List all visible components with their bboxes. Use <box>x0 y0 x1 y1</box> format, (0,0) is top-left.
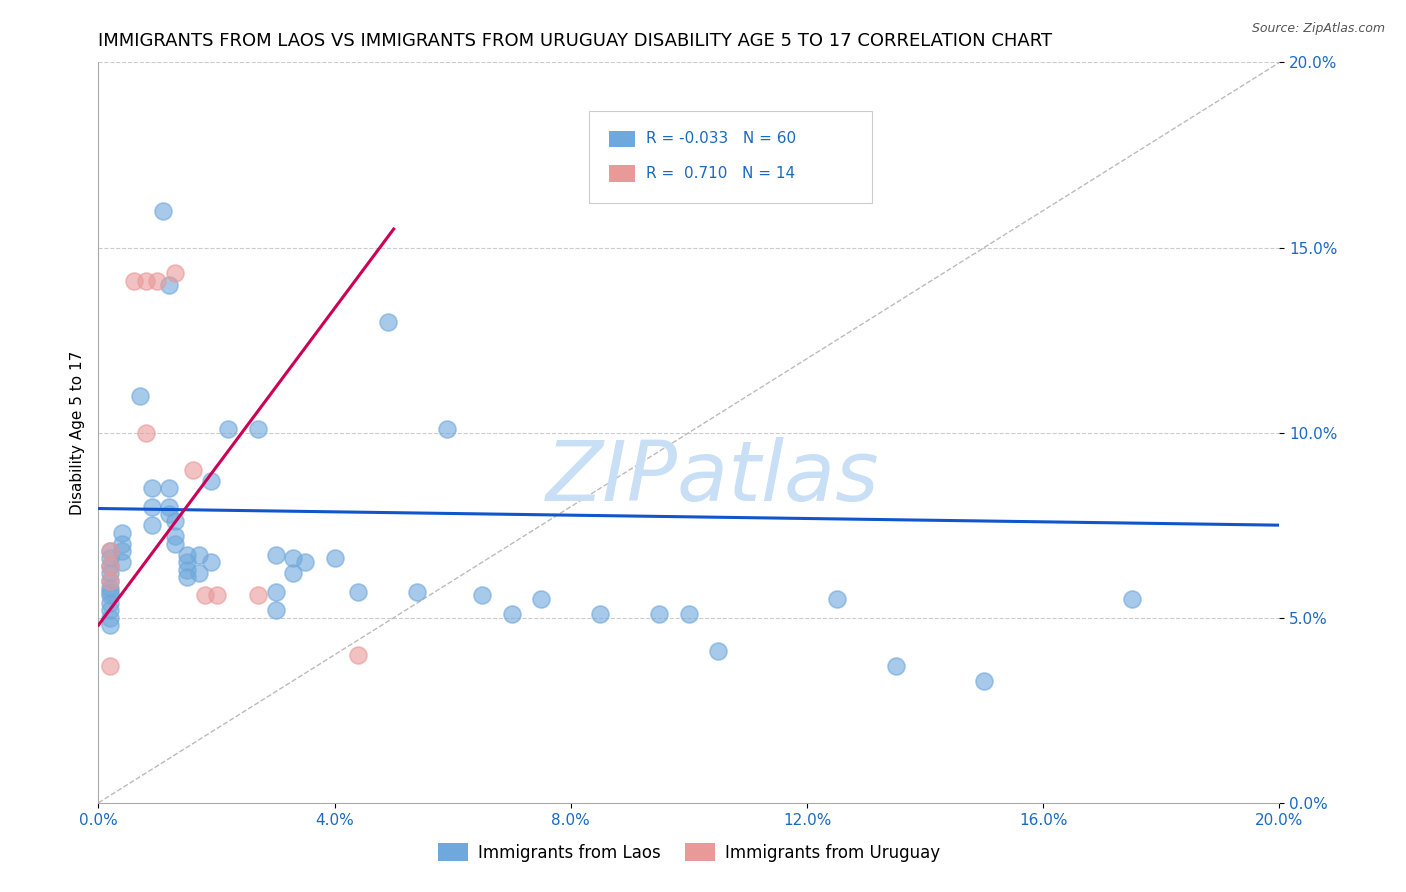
Point <box>264 603 287 617</box>
Point <box>141 518 163 533</box>
Point <box>176 570 198 584</box>
Point <box>98 551 121 566</box>
Point <box>246 589 269 603</box>
Point <box>283 551 305 566</box>
Point <box>181 462 204 476</box>
Point <box>200 474 222 488</box>
Point <box>707 644 730 658</box>
Point <box>157 481 180 495</box>
Point <box>165 536 187 550</box>
Point <box>98 584 121 599</box>
Point <box>205 589 228 603</box>
Point <box>98 603 121 617</box>
Point <box>283 566 305 581</box>
Point <box>135 425 157 440</box>
Point <box>157 277 180 292</box>
Text: IMMIGRANTS FROM LAOS VS IMMIGRANTS FROM URUGUAY DISABILITY AGE 5 TO 17 CORRELATI: IMMIGRANTS FROM LAOS VS IMMIGRANTS FROM … <box>98 32 1053 50</box>
Point <box>323 551 346 566</box>
Point <box>264 584 287 599</box>
Point <box>98 574 121 588</box>
Point <box>111 555 134 569</box>
Point <box>406 584 429 599</box>
Point <box>501 607 523 621</box>
Text: ZIPatlas: ZIPatlas <box>546 436 879 517</box>
FancyBboxPatch shape <box>589 111 872 203</box>
Point <box>294 555 316 569</box>
Text: R = -0.033   N = 60: R = -0.033 N = 60 <box>647 131 797 146</box>
Point <box>530 592 553 607</box>
Point <box>98 596 121 610</box>
Point <box>122 274 145 288</box>
Point <box>194 589 217 603</box>
Point <box>264 548 287 562</box>
Point <box>157 507 180 521</box>
Point <box>146 274 169 288</box>
Point <box>98 574 121 588</box>
Point <box>187 566 209 581</box>
Point <box>111 525 134 540</box>
Text: Source: ZipAtlas.com: Source: ZipAtlas.com <box>1251 22 1385 36</box>
Point <box>187 548 209 562</box>
Point <box>98 544 121 558</box>
Point <box>141 481 163 495</box>
Point <box>98 558 121 573</box>
Point <box>471 589 494 603</box>
Point <box>1121 592 1143 607</box>
Point <box>165 529 187 543</box>
Point <box>128 388 150 402</box>
Point <box>200 555 222 569</box>
Point <box>141 500 163 514</box>
Point <box>98 589 121 603</box>
Point <box>98 558 121 573</box>
Point <box>176 563 198 577</box>
Point <box>98 566 121 581</box>
Point <box>347 648 370 662</box>
Point <box>111 544 134 558</box>
Point <box>825 592 848 607</box>
Text: R =  0.710   N = 14: R = 0.710 N = 14 <box>647 166 796 181</box>
Point <box>589 607 612 621</box>
Legend: Immigrants from Laos, Immigrants from Uruguay: Immigrants from Laos, Immigrants from Ur… <box>430 837 948 869</box>
Point <box>217 422 239 436</box>
Point <box>678 607 700 621</box>
Point <box>135 274 157 288</box>
Point <box>98 581 121 595</box>
Point <box>436 422 458 436</box>
Point <box>165 515 187 529</box>
Point <box>246 422 269 436</box>
Point <box>973 673 995 688</box>
Point <box>98 544 121 558</box>
Point <box>377 314 399 328</box>
Point <box>347 584 370 599</box>
Point <box>98 618 121 632</box>
Point <box>648 607 671 621</box>
Point <box>176 548 198 562</box>
Point <box>884 658 907 673</box>
Point <box>111 536 134 550</box>
FancyBboxPatch shape <box>609 165 634 182</box>
Point <box>165 267 187 281</box>
Point <box>98 610 121 624</box>
Point <box>176 555 198 569</box>
Point <box>98 658 121 673</box>
Y-axis label: Disability Age 5 to 17: Disability Age 5 to 17 <box>69 351 84 515</box>
FancyBboxPatch shape <box>609 130 634 147</box>
Point <box>157 500 180 514</box>
Point <box>152 203 174 218</box>
